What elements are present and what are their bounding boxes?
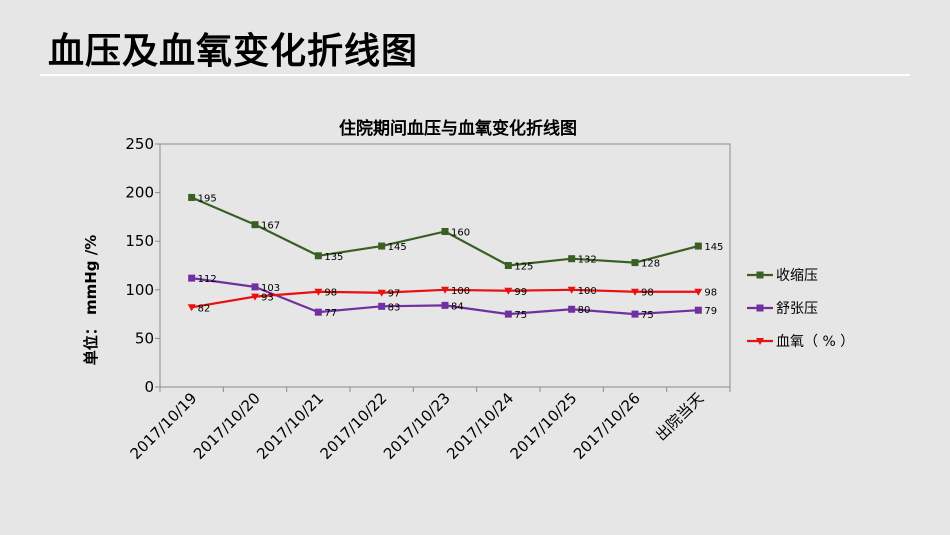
data-point — [694, 242, 702, 250]
data-point — [694, 306, 702, 314]
data-point — [631, 310, 639, 318]
x-tick-label: 2017/10/20 — [190, 389, 264, 463]
data-label: 98 — [704, 288, 717, 299]
data-point — [251, 221, 259, 229]
data-label: 167 — [261, 221, 280, 232]
legend-marker — [756, 304, 764, 312]
y-tick-label: 150 — [125, 232, 154, 250]
data-label: 160 — [451, 227, 470, 238]
y-tick-label: 200 — [125, 184, 154, 202]
legend-label: 舒张压 — [776, 301, 818, 317]
data-point — [377, 289, 386, 297]
data-label: 80 — [578, 305, 591, 316]
data-point — [314, 308, 322, 316]
data-point — [567, 286, 576, 294]
data-point — [188, 193, 196, 201]
data-point — [441, 227, 449, 235]
x-tick-label: 2017/10/22 — [317, 389, 391, 463]
data-point — [251, 283, 259, 291]
data-label: 103 — [261, 283, 280, 294]
data-point — [568, 305, 576, 313]
data-label: 135 — [324, 252, 343, 263]
data-label: 128 — [641, 259, 660, 270]
data-label: 77 — [324, 308, 337, 319]
y-tick-label: 0 — [144, 378, 154, 396]
axes: 0501001502002502017/10/192017/10/202017/… — [125, 135, 731, 463]
chart-title: 住院期间血压与血氧变化折线图 — [339, 118, 577, 139]
x-tick-label: 2017/10/23 — [380, 389, 454, 463]
y-tick-label: 250 — [125, 135, 154, 153]
data-point — [188, 274, 196, 282]
data-label: 98 — [641, 288, 654, 299]
data-point — [568, 255, 576, 263]
data-point — [504, 310, 512, 318]
data-label: 100 — [451, 286, 470, 297]
data-point — [441, 301, 449, 309]
x-tick-label: 2017/10/26 — [570, 389, 644, 463]
legend-item: 收缩压 — [747, 268, 818, 284]
data-label: 83 — [388, 302, 401, 313]
x-tick-label: 出院当天 — [652, 389, 707, 444]
x-tick-label: 2017/10/21 — [253, 389, 327, 463]
series-2: 82 93 98 97 100 99 100 98 98 — [187, 286, 717, 314]
data-label: 145 — [704, 242, 723, 253]
data-label: 84 — [451, 301, 464, 312]
x-tick-label: 2017/10/19 — [127, 389, 201, 463]
data-point — [378, 242, 386, 250]
data-label: 98 — [324, 288, 337, 299]
data-point — [314, 288, 323, 296]
x-tick-label: 2017/10/25 — [507, 389, 581, 463]
plot-frame — [159, 143, 731, 388]
legend-label: 收缩压 — [776, 268, 818, 284]
slide-title: 血压及血氧变化折线图 — [48, 31, 419, 72]
data-label: 125 — [514, 262, 533, 273]
y-axis-label: 单位： mmHg /% — [82, 235, 100, 366]
legend-item: 血氧（ % ） — [747, 334, 854, 350]
data-point — [187, 304, 196, 312]
data-label: 75 — [514, 310, 527, 321]
data-point — [631, 288, 639, 296]
data-label: 75 — [641, 310, 654, 321]
y-tick-label: 100 — [125, 281, 154, 299]
data-label: 82 — [198, 303, 211, 314]
data-point — [504, 287, 513, 295]
data-point — [441, 286, 449, 294]
data-point — [694, 288, 703, 296]
data-label: 195 — [198, 193, 217, 204]
data-label: 112 — [198, 274, 217, 285]
legend-label: 血氧（ % ） — [776, 334, 854, 350]
data-label: 93 — [261, 293, 274, 304]
data-label: 79 — [704, 306, 717, 317]
data-label: 99 — [514, 287, 527, 298]
data-point — [251, 293, 259, 301]
data-point — [378, 302, 386, 310]
data-label: 100 — [578, 286, 597, 297]
x-tick-label: 2017/10/24 — [443, 389, 517, 463]
series-layer: 195 167 135 145 160 125 132 128 145 112 103 77 83 84 7… — [187, 193, 723, 321]
title-divider — [40, 74, 910, 76]
data-label: 145 — [388, 242, 407, 253]
y-tick-label: 50 — [135, 329, 154, 347]
series-0: 195 167 135 145 160 125 132 128 145 — [188, 193, 723, 273]
legend-marker — [756, 271, 764, 279]
data-label: 97 — [388, 289, 401, 300]
legend-item: 舒张压 — [747, 301, 818, 317]
data-point — [631, 259, 639, 267]
data-label: 132 — [578, 255, 597, 266]
data-point — [314, 252, 322, 260]
data-point — [504, 262, 512, 269]
legend-marker — [756, 338, 764, 345]
